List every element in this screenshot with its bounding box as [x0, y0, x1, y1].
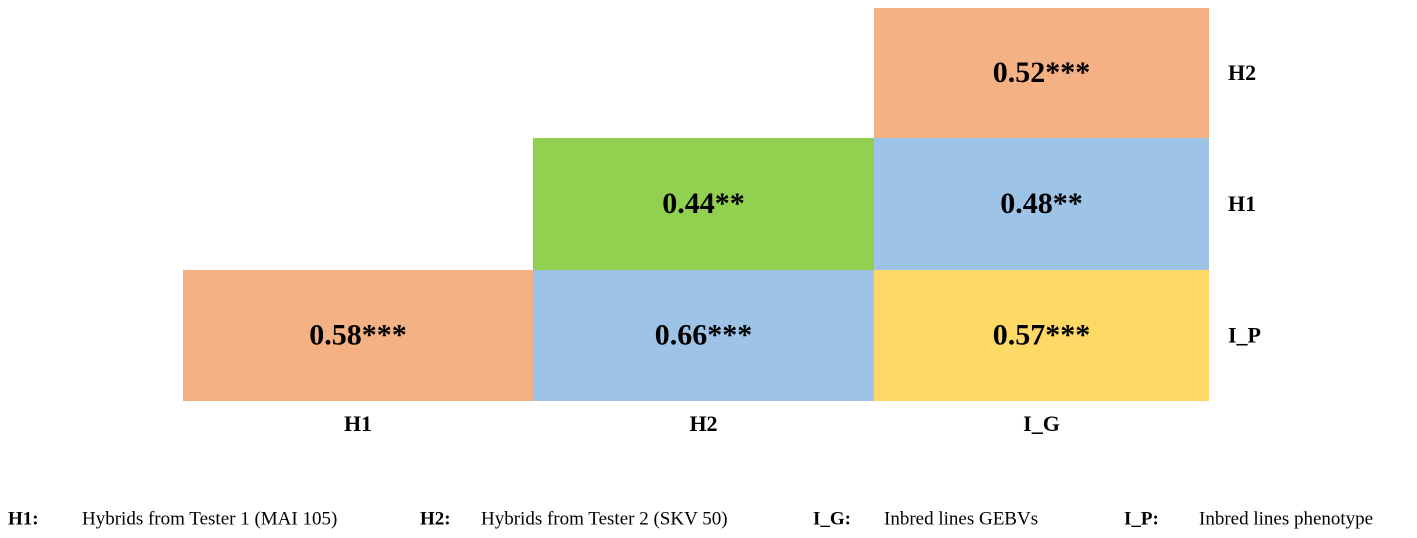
cell-label: 0.66***	[655, 318, 753, 351]
y-tick-label: I_P	[1228, 323, 1261, 348]
cell-label: 0.57***	[993, 318, 1091, 351]
x-tick-label: H2	[689, 411, 717, 436]
x-tick-label: H1	[344, 411, 372, 436]
legend-text: Hybrids from Tester 2 (SKV 50)	[481, 508, 728, 529]
legend-text: Inbred lines phenotype	[1199, 508, 1373, 529]
cell-label: 0.52***	[993, 56, 1091, 89]
cell-label: 0.48**	[1000, 187, 1083, 220]
heat-cell	[874, 270, 1209, 401]
y-tick-label: H1	[1228, 191, 1256, 216]
legend-key: I_P:	[1124, 508, 1159, 529]
x-tick-label: I_G	[1023, 411, 1060, 436]
heat-cell	[874, 138, 1209, 270]
legend-key: I_G:	[813, 508, 851, 529]
cell-label: 0.58***	[309, 318, 407, 351]
heat-cell	[533, 138, 874, 270]
heat-cell	[183, 270, 533, 401]
y-tick-label: H2	[1228, 60, 1256, 85]
legend-key: H1:	[8, 508, 39, 529]
heat-cell	[874, 8, 1209, 138]
legend-text: Hybrids from Tester 1 (MAI 105)	[82, 508, 337, 529]
heat-cell	[533, 270, 874, 401]
cell-label: 0.44**	[662, 187, 745, 220]
legend-text: Inbred lines GEBVs	[884, 508, 1038, 529]
legend-key: H2:	[420, 508, 451, 529]
